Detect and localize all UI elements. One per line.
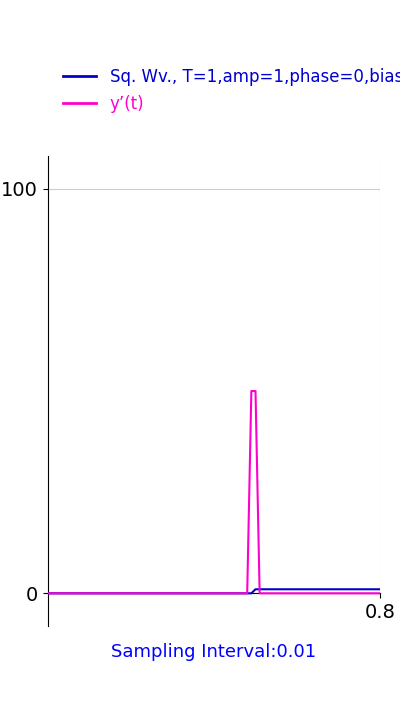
X-axis label: Sampling Interval:0.01: Sampling Interval:0.01 bbox=[112, 643, 316, 661]
Legend: Sq. Wv., T=1,amp=1,phase=0,bias=0, y’(t): Sq. Wv., T=1,amp=1,phase=0,bias=0, y’(t) bbox=[56, 62, 400, 119]
